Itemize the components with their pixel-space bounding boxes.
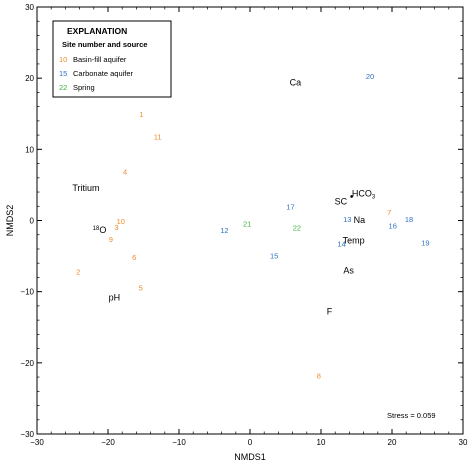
variable-tritium: Tritium bbox=[72, 183, 99, 193]
site-10: 10 bbox=[117, 217, 125, 226]
legend-entries: 10 Basin-fill aquifer 15 Carbonate aquifer 2… bbox=[59, 55, 134, 92]
x-tick-label: −20 bbox=[101, 438, 115, 447]
site-7: 7 bbox=[387, 208, 391, 217]
x-tick-label: 0 bbox=[248, 438, 253, 447]
site-14: 14 bbox=[337, 239, 345, 248]
site-8: 8 bbox=[317, 372, 321, 381]
y-tick-label: −30 bbox=[20, 430, 34, 439]
legend-marker-carbonate: 15 bbox=[59, 69, 67, 78]
variable-ph: pH bbox=[109, 292, 121, 302]
x-tick-label: 20 bbox=[388, 438, 397, 447]
site-19: 19 bbox=[421, 239, 429, 248]
site-3: 3 bbox=[114, 223, 118, 232]
site-16: 16 bbox=[389, 221, 397, 230]
variable-hco3: HCO3 bbox=[352, 188, 376, 200]
legend-marker-basin_fill: 10 bbox=[59, 55, 67, 64]
variable-ca: Ca bbox=[290, 77, 302, 87]
site-15: 15 bbox=[270, 251, 278, 260]
site-22: 22 bbox=[293, 224, 301, 233]
legend-label-spring: Spring bbox=[73, 83, 95, 92]
x-tick-label: −30 bbox=[30, 438, 44, 447]
y-tick-label: 30 bbox=[25, 3, 34, 12]
x-axis-title: NMDS1 bbox=[234, 452, 266, 462]
y-tick-label: 20 bbox=[25, 74, 34, 83]
stress-value: Stress = 0.059 bbox=[387, 411, 436, 420]
x-tick-label: −10 bbox=[172, 438, 186, 447]
legend: EXPLANATION Site number and source 10 Bas… bbox=[52, 20, 172, 98]
variable-as: As bbox=[343, 265, 354, 275]
site-18: 18 bbox=[405, 215, 413, 224]
site-5: 5 bbox=[139, 283, 143, 292]
site-11: 11 bbox=[154, 133, 162, 142]
site-9: 9 bbox=[109, 235, 113, 244]
site-6: 6 bbox=[132, 253, 136, 262]
variable-18o: 18O bbox=[93, 225, 107, 235]
site-13: 13 bbox=[343, 215, 351, 224]
variable-sc: SC bbox=[335, 196, 348, 206]
legend-label-basin_fill: Basin-fill aquifer bbox=[73, 55, 127, 64]
variable-f: F bbox=[327, 307, 333, 317]
x-axis-ticks: −30 −20 −10 0 10 20 30 bbox=[30, 7, 468, 447]
y-axis-title: NMDS2 bbox=[5, 205, 15, 237]
legend-marker-spring: 22 bbox=[59, 83, 67, 92]
site-17: 17 bbox=[286, 202, 294, 211]
site-20: 20 bbox=[366, 72, 374, 81]
x-tick-label: 30 bbox=[459, 438, 468, 447]
site-2: 2 bbox=[76, 268, 80, 277]
variable-na: Na bbox=[354, 215, 366, 225]
legend-subtitle: Site number and source bbox=[62, 40, 147, 49]
y-tick-label: 10 bbox=[25, 145, 34, 154]
site-4: 4 bbox=[123, 167, 127, 176]
legend-box bbox=[52, 20, 172, 98]
y-axis-ticks: −30 −20 −10 0 10 20 30 bbox=[20, 3, 463, 439]
legend-label-carbonate: Carbonate aquifer bbox=[73, 69, 134, 78]
variable-temp: Temp bbox=[343, 235, 365, 245]
variable-labels: Ca Tritium SC HCO3 Na 18O Temp As pH F bbox=[72, 77, 376, 316]
legend-title: EXPLANATION bbox=[67, 26, 127, 36]
x-tick-label: 10 bbox=[317, 438, 326, 447]
site-1: 1 bbox=[139, 110, 143, 119]
site-21: 21 bbox=[243, 219, 251, 228]
site-12: 12 bbox=[220, 226, 228, 235]
y-tick-label: −20 bbox=[20, 359, 34, 368]
hco3-point-marker bbox=[350, 195, 353, 198]
y-tick-label: −10 bbox=[20, 288, 34, 297]
y-tick-label: 0 bbox=[30, 217, 35, 226]
